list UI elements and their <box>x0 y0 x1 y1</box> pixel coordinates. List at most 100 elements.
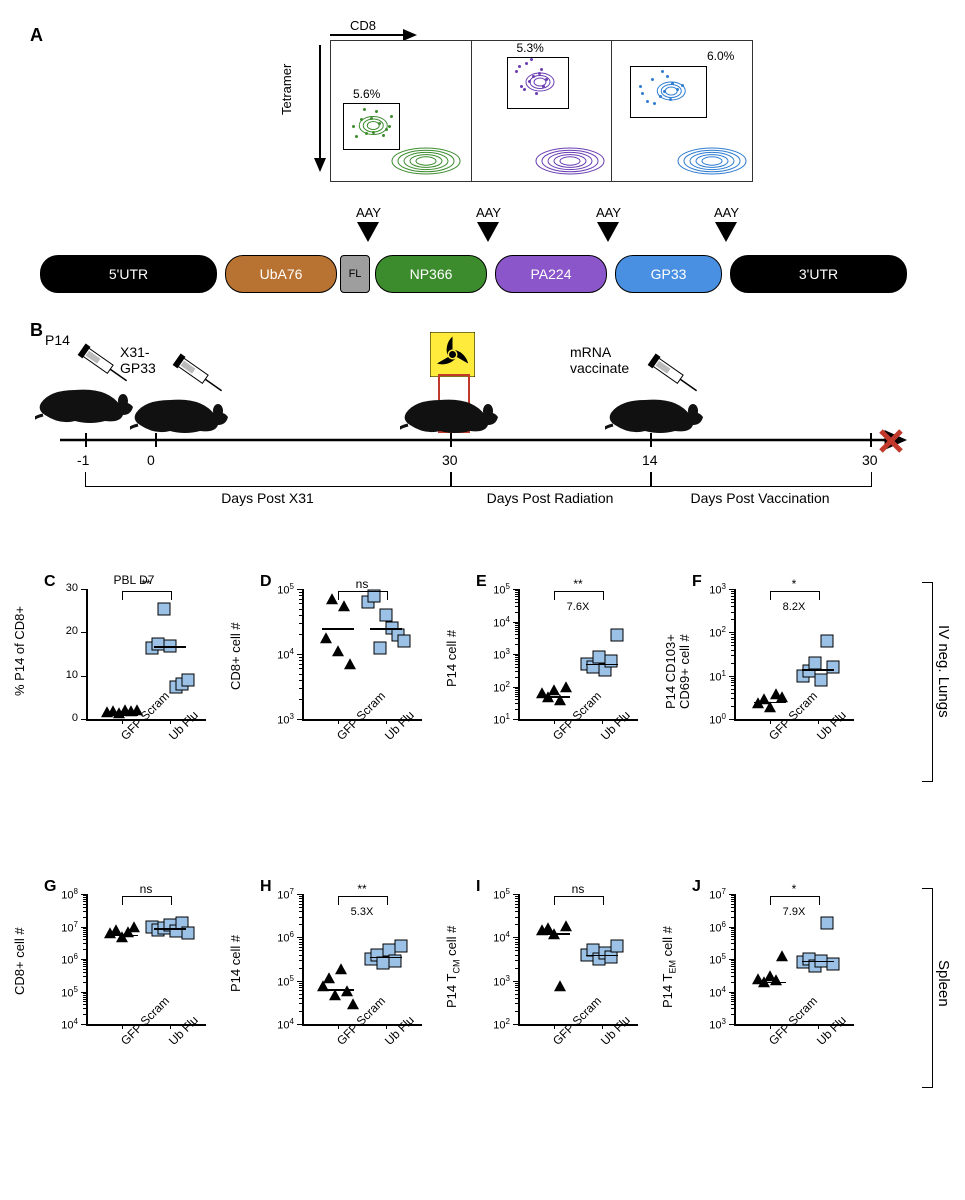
timeline-tick <box>450 433 452 447</box>
row-bot-label: Spleen <box>935 960 952 1007</box>
facs-dot <box>370 117 373 120</box>
median-line <box>586 955 618 957</box>
timeline-tick <box>155 433 157 447</box>
significance-bracket <box>338 896 388 905</box>
plot-row-bot: G104105106107108GFP ScramUb FlunsCD8+ ce… <box>44 880 872 1080</box>
data-marker <box>554 981 566 992</box>
facs-plot-1: 5.3% <box>471 40 613 182</box>
facs-dot <box>372 131 375 134</box>
data-marker <box>338 600 350 611</box>
facs-dot <box>378 122 381 125</box>
data-marker <box>320 632 332 643</box>
mouse-p14-label: P14 <box>45 332 70 348</box>
construct-3utr: 3'UTR <box>730 255 907 293</box>
median-line <box>154 928 186 930</box>
data-marker <box>611 940 624 953</box>
mouse-mrna-label: mRNA vaccinate <box>570 344 629 376</box>
ytick-label: 105 <box>260 974 294 989</box>
median-line <box>322 989 354 991</box>
data-marker <box>809 656 822 669</box>
data-marker <box>380 609 393 622</box>
row-top-bracket <box>922 582 933 782</box>
median-line <box>322 628 354 630</box>
timeline-bracket-label: Days Post Radiation <box>450 490 650 506</box>
fold-change-label: 5.3X <box>338 906 386 918</box>
facs-dot <box>363 108 366 111</box>
plot-E: E101102103104105GFP ScramUb Flu**7.6XP14… <box>476 575 656 775</box>
significance-label: ** <box>122 577 170 591</box>
ytick-label: 103 <box>476 974 510 989</box>
significance-label: ** <box>338 882 386 896</box>
facs-dot <box>639 85 642 88</box>
data-marker <box>821 635 834 648</box>
ytick-label: 0 <box>44 712 78 724</box>
x-category-label: Ub Flu <box>598 1013 633 1048</box>
x-category-label: Ub Flu <box>166 708 201 743</box>
y-axis-label: P14 CD103+CD69+ cell # <box>664 634 691 709</box>
median-line <box>754 702 786 704</box>
plot-area: 103104105106107GFP ScramUb Flu*7.9X <box>734 894 854 1024</box>
ytick-label: 104 <box>260 1017 294 1032</box>
construct-5utr: 5'UTR <box>40 255 217 293</box>
ytick-label: 105 <box>44 985 78 1000</box>
significance-label: * <box>770 577 818 591</box>
ytick-label: 102 <box>692 625 726 640</box>
significance-bracket <box>770 896 820 905</box>
facs-dot <box>535 92 538 95</box>
timeline-bracket-label: Days Post X31 <box>85 490 450 506</box>
timeline-bracket <box>85 472 452 487</box>
construct-gp33: GP33 <box>615 255 722 293</box>
data-marker <box>182 674 195 687</box>
data-marker <box>332 645 344 656</box>
facs-dot <box>545 78 548 81</box>
median-line <box>370 628 402 630</box>
plot-D: D103104105GFP ScramUb FlunsCD8+ cell # <box>260 575 440 775</box>
facs-dot <box>676 88 679 91</box>
data-marker <box>344 658 356 669</box>
plot-I: I102103104105GFP ScramUb FlunsP14 TCM ce… <box>476 880 656 1080</box>
timeline-bracket <box>650 472 872 487</box>
tetramer-axis-label: Tetramer <box>279 64 294 115</box>
facs-dot <box>515 70 518 73</box>
facs-dot <box>382 134 385 137</box>
ytick-label: 103 <box>692 582 726 597</box>
data-marker <box>398 635 411 648</box>
data-marker <box>329 989 341 1000</box>
endpoint-x-icon <box>878 428 904 454</box>
facs-dot <box>659 95 662 98</box>
aay-label: AAY <box>596 205 621 220</box>
x-category-label: Ub Flu <box>814 1013 849 1048</box>
ytick-label: 101 <box>692 669 726 684</box>
ytick-label: 103 <box>692 1017 726 1032</box>
y-axis-label: P14 TEM cell # <box>660 926 678 1008</box>
x-category-label: GFP Scram <box>766 994 820 1048</box>
x-category-label: GFP Scram <box>334 689 388 743</box>
figure-root: A CD8 Tetramer 5.6%5.3%6.0% AAYAAYAAYAAY… <box>0 0 965 1200</box>
timeline-tick <box>870 433 872 447</box>
ytick-label: 20 <box>44 625 78 637</box>
y-axis-label: P14 cell # <box>228 934 243 991</box>
facs-dot <box>669 98 672 101</box>
ytick-label: 106 <box>44 952 78 967</box>
construct-uba76: UbA76 <box>225 255 337 293</box>
facs-dot <box>375 110 378 113</box>
ytick-label: 104 <box>692 985 726 1000</box>
fold-change-label: 7.6X <box>554 601 602 613</box>
median-line <box>754 982 786 984</box>
data-marker <box>560 920 572 931</box>
ytick-label: 10 <box>44 669 78 681</box>
ytick-label: 108 <box>44 887 78 902</box>
ytick-label: 104 <box>476 930 510 945</box>
construct-fl: FL <box>340 255 370 293</box>
facs-dot <box>641 92 644 95</box>
data-marker <box>764 702 776 713</box>
data-marker <box>770 975 782 986</box>
facs-dot <box>538 72 541 75</box>
aay-triangle-icon <box>477 222 499 242</box>
data-marker <box>374 641 387 654</box>
ytick-label: 102 <box>476 1017 510 1032</box>
panel-letter-a: A <box>30 25 43 46</box>
median-line <box>538 933 570 935</box>
fold-change-label: 7.9X <box>770 906 818 918</box>
plot-area: 0102030GFP ScramUb Flu** <box>86 589 206 719</box>
